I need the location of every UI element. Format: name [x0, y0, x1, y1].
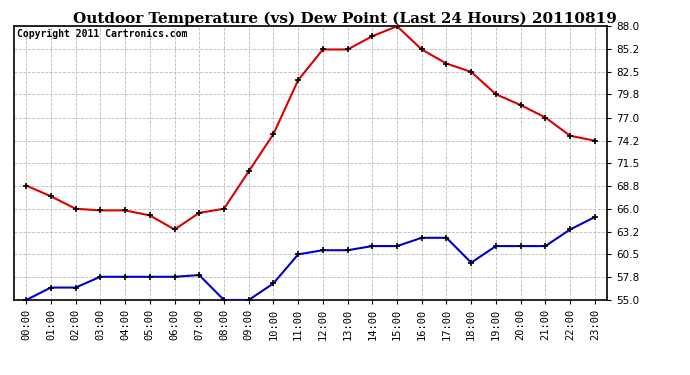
Text: Outdoor Temperature (vs) Dew Point (Last 24 Hours) 20110819: Outdoor Temperature (vs) Dew Point (Last… — [73, 11, 617, 26]
Text: Copyright 2011 Cartronics.com: Copyright 2011 Cartronics.com — [17, 29, 187, 39]
